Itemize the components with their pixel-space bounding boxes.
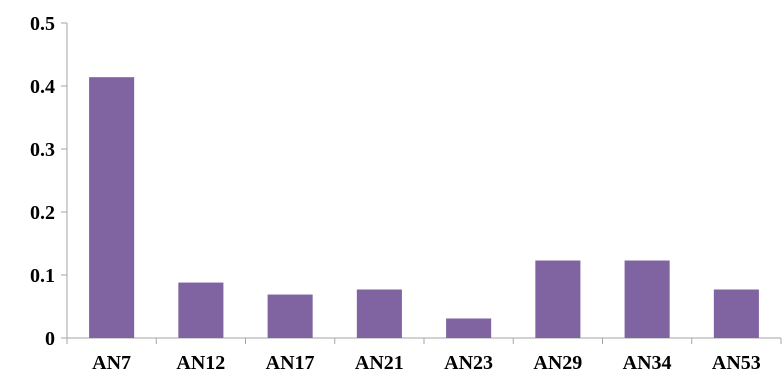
y-tick-label: 0.4 (30, 76, 55, 98)
x-category-label: AN12 (176, 352, 225, 374)
bar-an12 (178, 282, 224, 338)
bar-an29 (535, 260, 581, 338)
bar-an21 (356, 289, 402, 338)
x-category-label: AN29 (533, 352, 582, 374)
x-category-label: AN17 (266, 352, 315, 374)
bar-an7 (89, 77, 135, 339)
x-category-label: AN7 (92, 352, 131, 374)
y-tick-label: 0.2 (30, 202, 55, 224)
x-category-label: AN23 (444, 352, 493, 374)
x-category-label: AN34 (623, 352, 672, 374)
y-tick-label: 0.1 (30, 265, 55, 287)
bars (89, 77, 759, 339)
x-category-label: AN21 (355, 352, 404, 374)
y-tick-label: 0.5 (30, 13, 55, 35)
bar-an23 (446, 318, 492, 338)
x-axis: AN7 AN12 AN17 AN21 AN23 AN29 AN34 AN53 (66, 337, 782, 374)
y-tick-label: 0.3 (30, 139, 55, 161)
y-tick-label: 0 (45, 328, 55, 350)
x-category-label: AN53 (712, 352, 761, 374)
bar-an53 (713, 289, 759, 338)
bar-an34 (624, 260, 670, 338)
bar-an17 (267, 294, 313, 338)
y-axis: 0 0.1 0.2 0.3 0.4 0.5 (30, 13, 68, 350)
